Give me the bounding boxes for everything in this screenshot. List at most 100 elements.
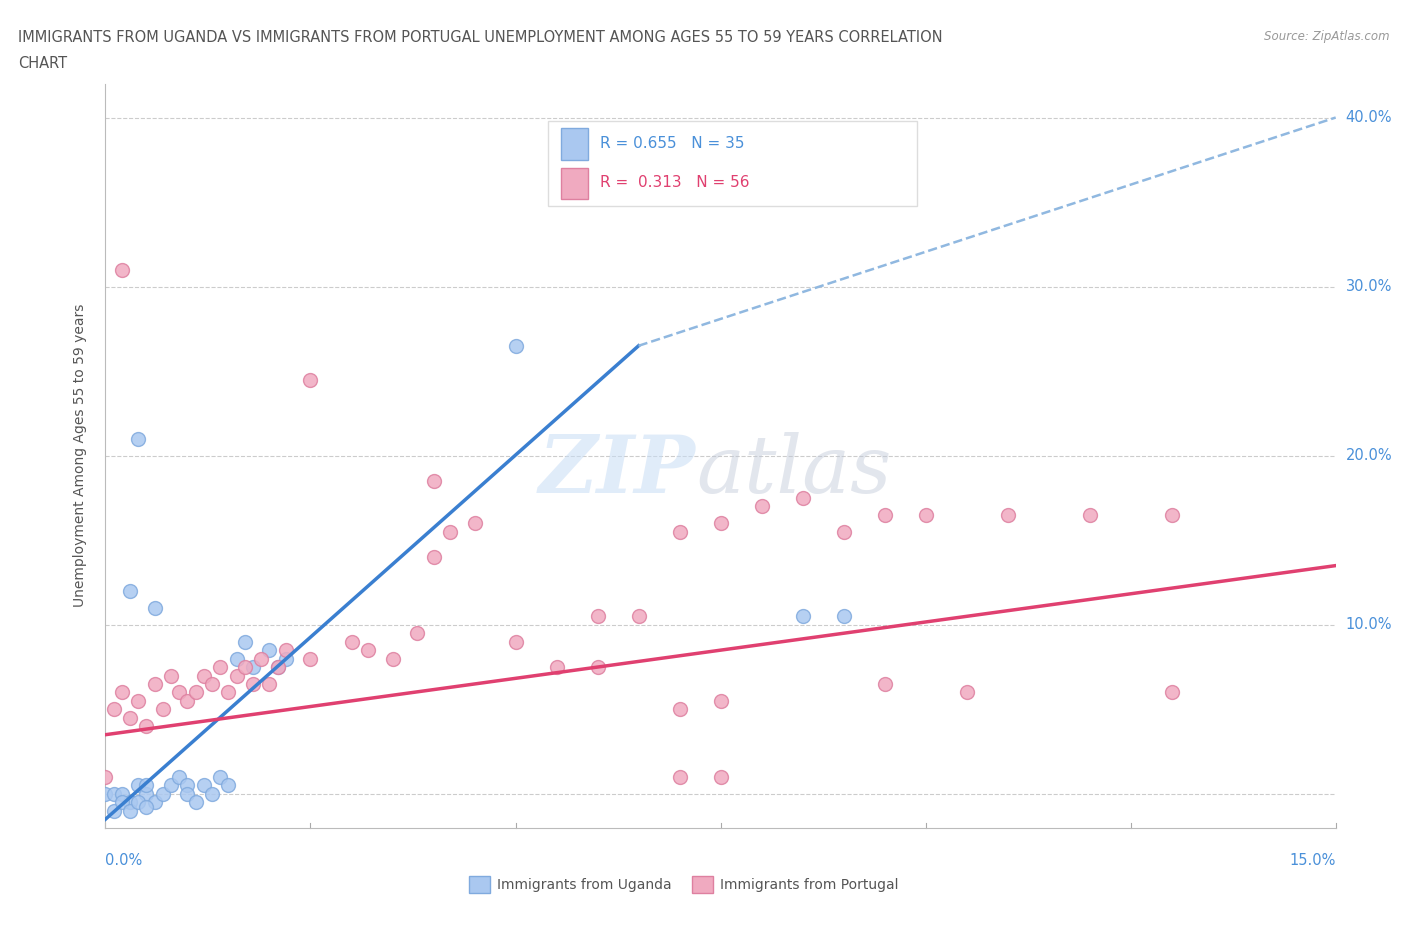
Point [250,651,273,666]
Point [710,516,733,531]
Point [832,525,855,539]
Point [143,795,166,810]
Point [505,634,527,649]
Point [193,668,215,683]
Text: 0.0%: 0.0% [105,853,142,868]
Point [111,787,134,802]
Point [143,601,166,616]
Point [299,651,322,666]
Point [1160,508,1182,523]
Text: 20.0%: 20.0% [1346,448,1392,463]
Y-axis label: Unemployment Among Ages 55 to 59 years: Unemployment Among Ages 55 to 59 years [73,304,87,607]
Point [103,787,125,802]
Text: Source: ZipAtlas.com: Source: ZipAtlas.com [1264,30,1389,43]
Point [135,800,157,815]
Text: 10.0%: 10.0% [1346,618,1392,632]
Legend: Immigrants from Uganda, Immigrants from Portugal: Immigrants from Uganda, Immigrants from … [464,870,904,899]
Point [160,778,183,793]
Point [218,778,240,793]
Text: ZIP: ZIP [538,432,696,510]
Text: CHART: CHART [18,56,67,71]
Point [201,676,224,691]
Point [668,702,690,717]
Point [832,609,855,624]
Point [422,473,444,488]
Text: 30.0%: 30.0% [1346,279,1392,294]
Point [406,626,429,641]
Point [225,668,247,683]
Point [710,769,733,784]
Point [218,685,240,700]
Point [259,676,281,691]
Point [169,685,191,700]
Point [176,694,198,709]
Point [135,778,157,793]
Point [120,804,141,818]
Point [259,643,281,658]
Point [274,651,297,666]
Text: 15.0%: 15.0% [1289,853,1336,868]
Point [381,651,404,666]
Point [103,804,125,818]
Point [274,643,297,658]
Point [143,676,166,691]
Point [422,550,444,565]
Point [160,668,183,683]
Point [111,685,134,700]
Point [873,508,896,523]
Point [209,769,232,784]
Point [127,694,149,709]
Point [127,795,149,810]
Point [586,609,609,624]
Text: 40.0%: 40.0% [1346,110,1392,125]
Point [103,702,125,717]
Point [668,525,690,539]
Point [233,634,256,649]
Point [169,769,191,784]
Point [135,787,157,802]
Point [299,372,322,387]
Point [267,659,290,674]
Point [997,508,1019,523]
Point [120,711,141,725]
FancyBboxPatch shape [561,167,588,199]
Point [127,778,149,793]
Point [111,262,134,277]
Point [201,787,224,802]
Point [242,659,264,674]
Point [152,787,174,802]
Point [127,432,149,446]
Text: R = 0.655   N = 35: R = 0.655 N = 35 [600,136,745,151]
Point [914,508,936,523]
Point [1078,508,1101,523]
Point [176,778,198,793]
Point [242,676,264,691]
Point [94,769,117,784]
Point [357,643,380,658]
Point [464,516,486,531]
Point [668,769,690,784]
Text: atlas: atlas [696,432,891,510]
Point [505,339,527,353]
Point [267,659,290,674]
Point [135,719,157,734]
Text: R =  0.313   N = 56: R = 0.313 N = 56 [600,175,749,190]
Point [710,694,733,709]
Point [546,659,568,674]
Point [792,490,814,505]
Point [751,499,773,514]
Point [233,659,256,674]
Point [184,685,207,700]
Point [193,778,215,793]
Text: IMMIGRANTS FROM UGANDA VS IMMIGRANTS FROM PORTUGAL UNEMPLOYMENT AMONG AGES 55 TO: IMMIGRANTS FROM UGANDA VS IMMIGRANTS FRO… [18,30,943,45]
Point [94,787,117,802]
Point [120,795,141,810]
FancyBboxPatch shape [561,128,588,160]
Point [225,651,247,666]
Point [120,583,141,598]
Point [439,525,461,539]
Point [176,787,198,802]
Point [586,659,609,674]
FancyBboxPatch shape [548,121,917,206]
Point [184,795,207,810]
